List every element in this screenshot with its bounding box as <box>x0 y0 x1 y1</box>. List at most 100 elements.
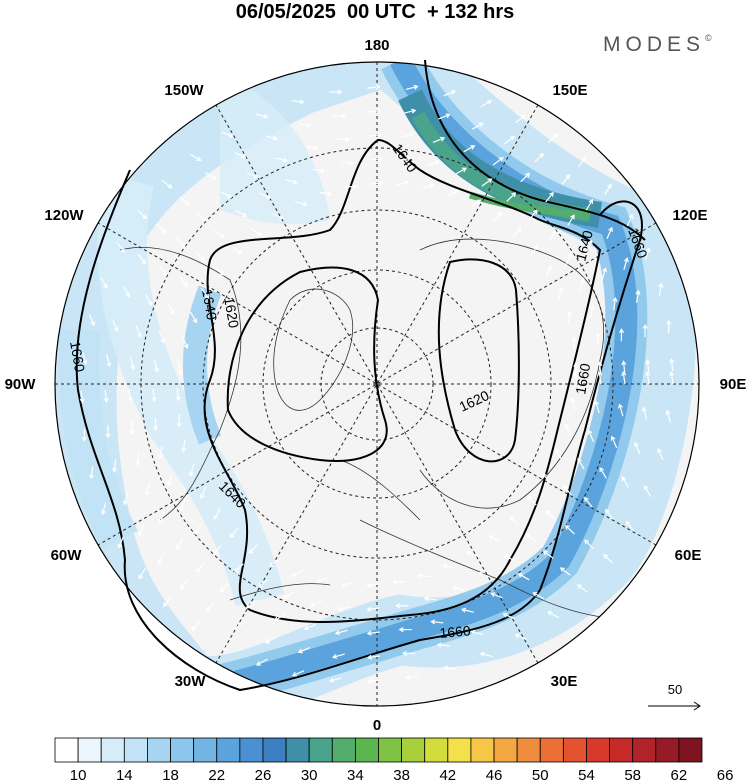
wind-vector-arrow <box>103 389 109 403</box>
longitude-labels: 180 150E 120E 90E 60E 30E 0 30W 60W 90W … <box>5 37 747 734</box>
wind-vector-arrow <box>545 191 554 203</box>
wind-vector-arrow <box>567 214 575 226</box>
wind-vector-arrow <box>564 423 571 436</box>
wind-vector-arrow <box>145 294 153 307</box>
wind-vector-arrow <box>403 108 417 114</box>
wind-vector-arrow <box>573 362 579 376</box>
lon-label-180: 180 <box>364 37 389 54</box>
wind-vector-arrow <box>398 156 412 162</box>
wind-vector-arrow <box>100 502 107 516</box>
wind-vector-arrow <box>515 114 527 123</box>
wind-vector-arrow <box>205 172 217 180</box>
wind-vector-arrow <box>547 133 558 144</box>
wind-vector-arrow <box>144 483 151 496</box>
colorbar-swatch <box>193 737 218 763</box>
wind-vector-arrow <box>175 237 186 248</box>
wind-vector-arrow <box>586 239 593 252</box>
colorbar-tick-label: 10 <box>70 767 87 782</box>
contour-1640 <box>203 138 602 623</box>
wind-vector-arrow <box>199 486 207 500</box>
wind-vector-arrow <box>158 265 168 276</box>
colorbar-swatch <box>239 737 264 763</box>
colorbar-swatch <box>378 737 403 763</box>
wind-vector-arrow <box>100 277 108 289</box>
colorbar-tick-label: 42 <box>439 767 456 782</box>
wind-vector-arrow <box>603 553 614 564</box>
wind-vector-arrow <box>256 658 268 666</box>
wind-vector-arrow <box>336 136 351 142</box>
wind-vector-arrow <box>188 463 195 477</box>
wind-vector-arrow <box>265 135 279 141</box>
contour-label: 1660 <box>439 622 472 641</box>
wind-vector-arrow <box>285 179 298 185</box>
wind-vector-arrow <box>176 538 184 550</box>
wind-vector-arrow <box>417 573 431 579</box>
colorbar-swatch <box>424 737 449 763</box>
wind-vector-arrow <box>88 466 95 480</box>
wind-vector-arrow <box>158 330 166 344</box>
wind-vector-arrow <box>421 183 435 190</box>
wind-vector-arrow <box>213 508 221 520</box>
wind-vector-arrow <box>436 642 450 648</box>
wind-vector-arrow <box>561 174 571 185</box>
wind-vector-arrow <box>246 172 259 179</box>
wind-vector-arrow <box>466 550 479 558</box>
wind-vector-arrow <box>601 267 608 281</box>
wind-vector-arrow <box>645 247 651 260</box>
wind-vector-arrow <box>405 674 419 680</box>
wind-vector-arrow <box>463 145 476 153</box>
wind-vector-arrow <box>137 253 147 265</box>
wind-vector-arrow <box>271 213 285 220</box>
wind-vector-arrow <box>577 156 587 168</box>
wind-vector-arrow <box>191 621 201 631</box>
wind-vector-arrow <box>205 601 216 612</box>
wind-vector-arrow <box>195 251 206 262</box>
wind-vector-arrow <box>547 611 559 619</box>
colorbar-tick-label: 26 <box>255 767 272 782</box>
wind-vector-arrow <box>340 160 354 166</box>
colorbar: 10141822263034384246505458626670 <box>54 737 734 782</box>
wind-vector-arrow <box>117 536 124 549</box>
wind-vector-arrow <box>666 319 672 334</box>
wind-vector-arrow <box>181 439 187 453</box>
wind-vector-arrow <box>250 228 263 236</box>
wind-vector-arrow <box>585 198 594 211</box>
wind-vector-arrow <box>548 229 557 242</box>
wind-vector-arrow <box>291 569 304 577</box>
colorbar-swatch <box>632 737 657 763</box>
wind-vector-arrow <box>329 89 343 95</box>
wind-vector-arrow <box>221 131 234 138</box>
colorbar-swatch <box>470 737 495 763</box>
colorbar-tick-label: 50 <box>532 767 549 782</box>
wind-vector-arrow <box>259 192 272 200</box>
wind-vector-arrow <box>105 425 111 439</box>
wind-vector-arrow <box>625 520 635 532</box>
wind-vector-arrow <box>405 84 419 90</box>
wind-vector-arrow <box>312 168 326 174</box>
wind-vector-arrow <box>669 358 675 372</box>
wind-vector-arrow <box>331 653 345 659</box>
wind-vector-arrow <box>294 201 308 207</box>
wind-vector-arrow <box>665 409 672 423</box>
wind-vector-arrow <box>337 605 351 612</box>
map-boundary <box>54 61 700 707</box>
wind-vector-arrow <box>129 421 135 435</box>
height-contours <box>75 59 646 692</box>
wind-vector-arrow <box>106 354 112 368</box>
lon-label-60e: 60E <box>675 547 702 564</box>
wind-vector-arrow <box>576 584 588 593</box>
wind-vector-arrow <box>594 400 600 414</box>
wind-vector-arrow <box>367 678 381 684</box>
wind-vector-arrow <box>604 183 612 196</box>
wind-vector-arrow <box>398 627 412 633</box>
wind-vector-arrow <box>111 459 118 473</box>
wind-vector-arrow <box>135 452 141 466</box>
wind-vector-arrow <box>526 495 537 506</box>
wind-vector-arrow <box>502 612 515 620</box>
wind-vector-arrow <box>584 496 593 508</box>
wind-vector-arrow <box>442 563 456 569</box>
lon-label-90e: 90E <box>720 376 747 393</box>
wind-vector-arrow <box>269 558 280 567</box>
wind-vector-arrow <box>81 428 87 442</box>
colorbar-tick-label: 66 <box>717 767 734 782</box>
